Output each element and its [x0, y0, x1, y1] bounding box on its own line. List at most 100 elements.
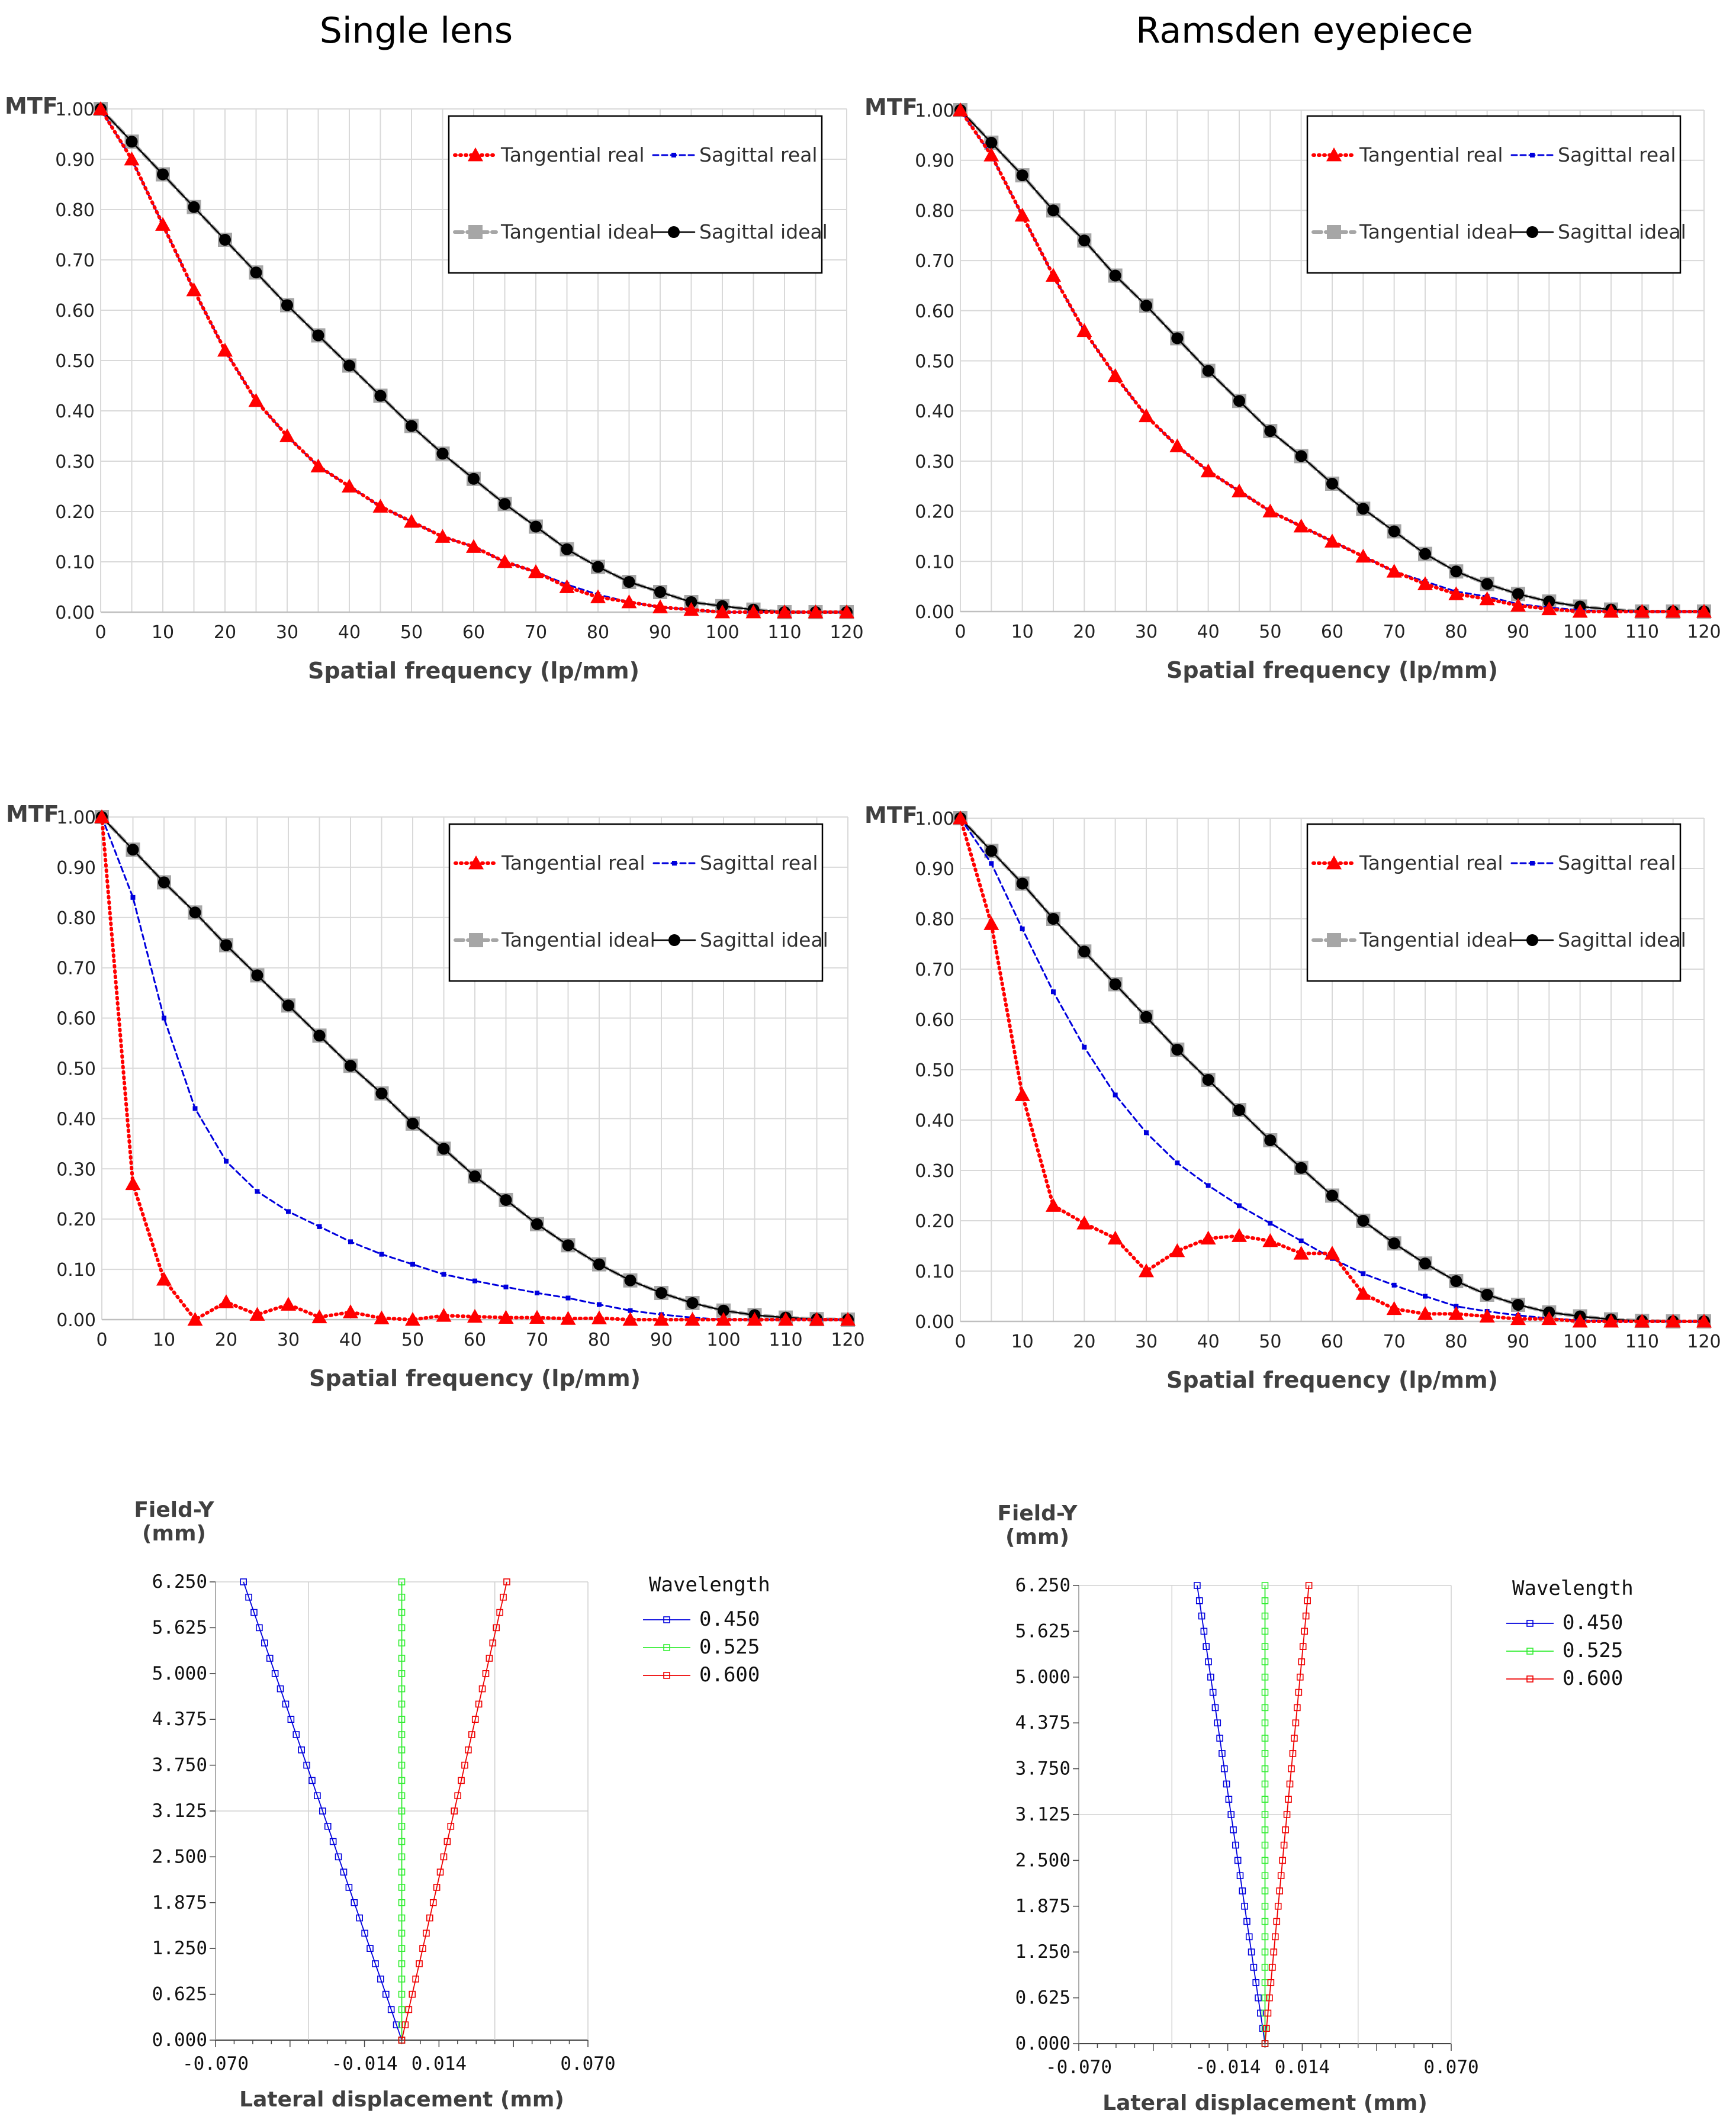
- data-point-wavelength-0-600: [1266, 1994, 1273, 2002]
- data-point-wavelength-0-450: [387, 2006, 395, 2013]
- y-tick-label: 0.80: [915, 201, 954, 221]
- data-point-tangential-real: [1293, 1246, 1309, 1260]
- data-point-wavelength-0-450: [1205, 1658, 1212, 1665]
- data-point-wavelength-0-525: [1261, 1582, 1269, 1589]
- x-tick-label: 30: [1135, 622, 1158, 642]
- data-point-wavelength-0-450: [382, 1990, 390, 1998]
- data-point-sagittal-ideal: [251, 969, 263, 982]
- data-point-sagittal-ideal: [1047, 204, 1059, 217]
- charts-container: 0.00 0.10 0.20 0.30 0.40 0.50 0.60 0.70 0.80 0.90…: [5, 93, 1721, 2115]
- data-point-wavelength-0-525: [398, 1990, 406, 1998]
- data-point-wavelength-0-600: [426, 1914, 433, 1922]
- data-point-sagittal-real: [472, 1278, 477, 1284]
- data-point-wavelength-0-600: [1279, 1857, 1286, 1864]
- data-point-wavelength-0-600: [440, 1853, 448, 1861]
- data-point-sagittal-real: [192, 1106, 198, 1111]
- data-point-wavelength-0-450: [393, 2021, 400, 2028]
- x-tick-label: 40: [338, 622, 361, 643]
- data-point-tangential-real: [529, 1310, 545, 1324]
- data-point-tangential-real: [1107, 368, 1123, 382]
- data-point-wavelength-0-525: [1261, 1857, 1269, 1864]
- data-point-tangential-real: [1510, 1311, 1526, 1326]
- data-point-wavelength-0-450: [340, 1868, 348, 1876]
- data-point-sagittal-ideal: [406, 420, 417, 432]
- legend-label-tangential-ideal: Tangential ideal: [1359, 220, 1513, 243]
- series-sagittal-ideal: [96, 811, 854, 1326]
- data-point-wavelength-0-600: [1261, 2040, 1269, 2047]
- x-tick-label: 0.014: [1275, 2057, 1330, 2078]
- data-point-wavelength-0-600: [454, 1792, 461, 1799]
- x-tick-label: 60: [462, 622, 485, 643]
- data-point-sagittal-ideal: [1078, 945, 1091, 958]
- x-tick-label: 110: [769, 1330, 802, 1350]
- data-point-tangential-real: [1386, 1301, 1402, 1315]
- data-point-tangential-real: [435, 529, 451, 543]
- legend: Wavelength 0.450 0.525 0.600: [1506, 1577, 1634, 1690]
- data-point-sagittal-ideal: [189, 906, 201, 919]
- data-point-wavelength-0-525: [398, 1868, 406, 1876]
- data-point-wavelength-0-450: [256, 1624, 263, 1632]
- x-tick-label: 120: [830, 622, 863, 643]
- data-point-tangential-real: [983, 916, 999, 930]
- data-point-tangential-real: [953, 810, 968, 825]
- data-point-wavelength-0-525: [398, 1731, 406, 1738]
- data-point-wavelength-0-450: [324, 1823, 332, 1830]
- y-tick-label: 0.90: [56, 858, 96, 879]
- data-point-wavelength-0-525: [398, 1655, 406, 1662]
- data-point-tangential-real: [1572, 604, 1588, 618]
- y-tick-label: 0.60: [55, 301, 95, 321]
- y-tick-label: 0.40: [56, 1109, 96, 1130]
- data-point-sagittal-real: [1082, 1044, 1087, 1050]
- data-point-wavelength-0-450: [271, 1670, 279, 1677]
- data-point-sagittal-real: [1298, 1239, 1304, 1243]
- data-point-sagittal-real: [1361, 1271, 1366, 1276]
- data-point-wavelength-0-450: [250, 1609, 258, 1616]
- x-axis-title: Spatial frequency (lp/mm): [309, 1365, 641, 1391]
- data-point-wavelength-0-450: [1252, 1979, 1260, 1986]
- legend-label-tangential-real: Tangential real: [1359, 851, 1503, 874]
- legend: Tangential real Sagittal real Tangential i…: [448, 115, 828, 274]
- data-point-wavelength-0-600: [475, 1700, 483, 1708]
- data-point-sagittal-ideal: [654, 586, 666, 598]
- data-point-wavelength-0-525: [398, 1945, 406, 1952]
- y-tick-label: 3.750: [1015, 1758, 1070, 1780]
- data-point-wavelength-0-525: [398, 1777, 406, 1784]
- legend-box: [1306, 115, 1682, 274]
- data-point-wavelength-0-525: [398, 1960, 406, 1967]
- data-point-wavelength-0-450: [261, 1639, 268, 1646]
- data-point-wavelength-0-600: [423, 1929, 430, 1937]
- data-point-tangential-real: [808, 604, 824, 619]
- data-point-wavelength-0-600: [486, 1655, 493, 1662]
- data-point-sagittal-ideal: [1326, 478, 1338, 490]
- x-tick-label: 70: [1383, 1331, 1406, 1352]
- data-point-wavelength-0-450: [1248, 1948, 1255, 1955]
- data-point-sagittal-ideal: [686, 1297, 699, 1309]
- legend-label: 0.600: [699, 1663, 760, 1687]
- data-point-sagittal-ideal: [1233, 395, 1245, 407]
- legend-marker-tangential-ideal: [469, 933, 483, 947]
- data-point-tangential-real: [560, 1311, 576, 1325]
- data-point-wavelength-0-600: [1264, 2009, 1272, 2017]
- data-point-sagittal-ideal: [1481, 1288, 1493, 1301]
- data-point-wavelength-0-600: [489, 1639, 497, 1646]
- data-point-wavelength-0-450: [1216, 1735, 1223, 1742]
- data-point-sagittal-ideal: [1388, 1237, 1400, 1250]
- legend-box: [1306, 823, 1682, 982]
- data-point-sagittal-ideal: [374, 390, 387, 402]
- data-point-sagittal-ideal: [623, 576, 635, 588]
- data-point-sagittal-real: [628, 1308, 633, 1313]
- data-point-tangential-real: [1046, 1198, 1061, 1212]
- data-point-tangential-real: [498, 1310, 514, 1324]
- data-point-wavelength-0-600: [1271, 1933, 1279, 1941]
- data-point-tangential-real: [281, 1297, 296, 1311]
- data-point-wavelength-0-600: [1267, 1979, 1275, 1986]
- data-point-sagittal-real: [130, 895, 136, 900]
- x-tick-label: 10: [1011, 622, 1034, 642]
- data-point-wavelength-0-525: [1261, 1933, 1269, 1941]
- data-point-wavelength-0-600: [1304, 1597, 1311, 1604]
- x-axis-title: Lateral displacement (mm): [239, 2087, 564, 2112]
- x-axis-title: Lateral displacement (mm): [1102, 2091, 1428, 2115]
- data-point-wavelength-0-525: [1261, 1627, 1269, 1635]
- y-tick-label: 0.30: [915, 1161, 954, 1182]
- y-tick-label: 1.00: [915, 101, 954, 121]
